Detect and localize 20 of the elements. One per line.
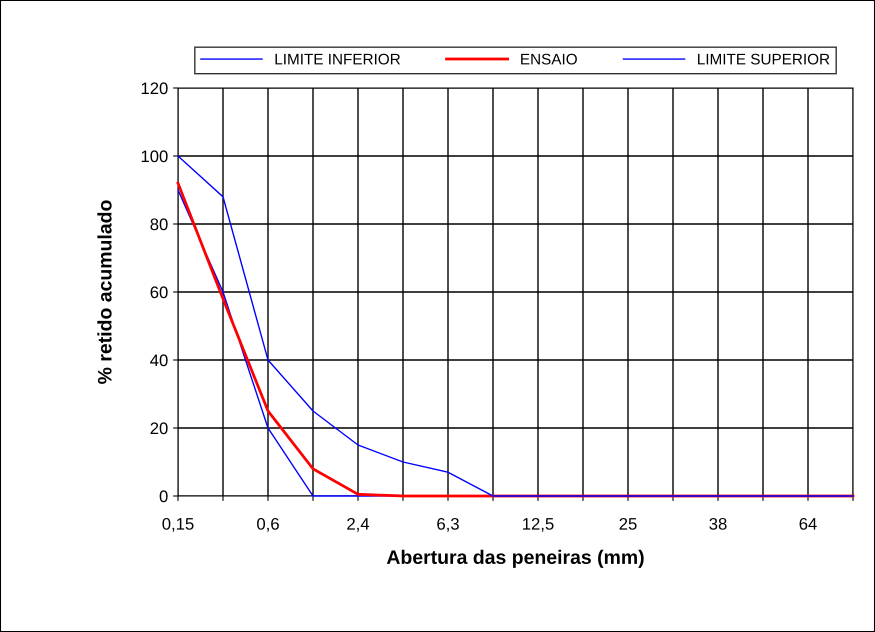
legend-label: ENSAIO: [521, 54, 577, 65]
x-axis-title: Abertura das peneiras (mm): [386, 550, 644, 568]
y-tick-label: 120: [142, 82, 168, 94]
legend-label: LIMITE SUPERIOR: [698, 54, 830, 65]
y-axis-title: % retido acumulado: [97, 200, 112, 384]
y-tick-label: 100: [142, 150, 168, 162]
x-tick-label: 6,3: [437, 518, 459, 532]
y-tick-label: 20: [150, 422, 168, 434]
y-tick-label: 80: [150, 218, 168, 230]
x-tick-label: 0,6: [257, 518, 279, 532]
x-tick-label: 25: [620, 518, 637, 530]
y-tick-label: 0: [160, 490, 168, 502]
x-tick-label: 38: [709, 518, 727, 530]
y-tick-label: 40: [150, 354, 168, 366]
y-tick-label: 60: [150, 286, 168, 298]
x-tick-label: 64: [800, 518, 817, 530]
x-tick-label: 2,4: [347, 518, 370, 532]
x-tick-label: 0,15: [162, 518, 194, 532]
x-tick-label: 12,5: [523, 518, 554, 532]
legend-label: LIMITE INFERIOR: [276, 54, 400, 65]
